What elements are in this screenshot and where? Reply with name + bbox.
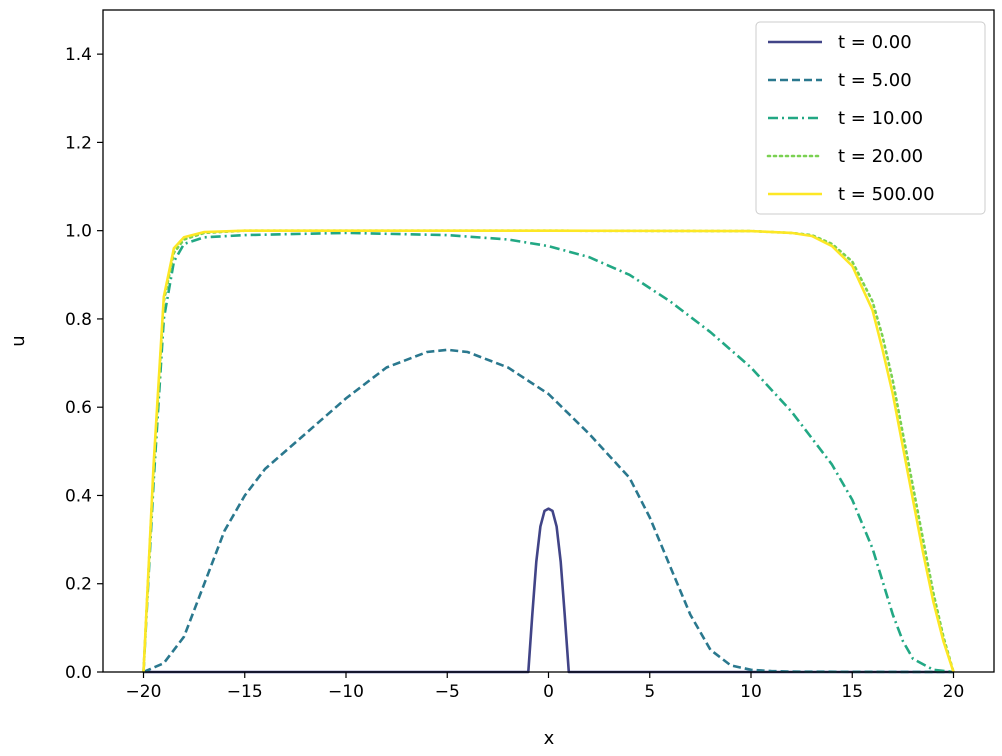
y-tick-label: 1.2: [65, 133, 92, 153]
legend-label-3: t = 20.00: [838, 146, 923, 167]
x-tick-label: 5: [644, 682, 655, 702]
y-tick-label: 0.0: [65, 663, 92, 683]
x-axis: −20 −15 −10 −5 0 5 10 15 20: [126, 672, 965, 702]
series-line-4: [142, 229, 955, 673]
y-axis-label: u: [8, 335, 29, 346]
x-tick-label: 15: [841, 682, 863, 702]
x-tick-label: −5: [435, 682, 460, 702]
y-tick-label: 0.8: [65, 310, 92, 330]
series-layer: [142, 229, 955, 674]
series-line-3: [142, 229, 955, 674]
series-line-0: [143, 507, 954, 674]
y-axis: 0.0 0.2 0.4 0.6 0.8 1.0 1.2 1.4: [65, 45, 103, 683]
legend-box: [755, 21, 986, 215]
x-axis-label: x: [544, 728, 555, 749]
legend: t = 0.00 t = 5.00 t = 10.00 t = 20.00 t = 50…: [755, 21, 986, 215]
x-tick-label: 20: [943, 682, 965, 702]
legend-label-1: t = 5.00: [838, 70, 912, 91]
y-tick-label: 0.2: [65, 575, 92, 595]
x-tick-label: −15: [227, 682, 263, 702]
legend-label-0: t = 0.00: [838, 32, 912, 53]
series-line-2: [142, 231, 954, 674]
x-tick-label: 0: [543, 682, 554, 702]
y-tick-label: 0.4: [65, 486, 92, 506]
x-tick-label: −20: [126, 682, 162, 702]
y-tick-label: 1.0: [65, 222, 92, 242]
legend-label-4: t = 500.00: [838, 184, 935, 205]
y-tick-label: 0.6: [65, 398, 92, 418]
y-tick-label: 1.4: [65, 45, 92, 65]
legend-label-2: t = 10.00: [838, 108, 923, 129]
x-tick-label: −10: [328, 682, 364, 702]
x-tick-label: 10: [740, 682, 762, 702]
series-line-1: [142, 348, 954, 674]
